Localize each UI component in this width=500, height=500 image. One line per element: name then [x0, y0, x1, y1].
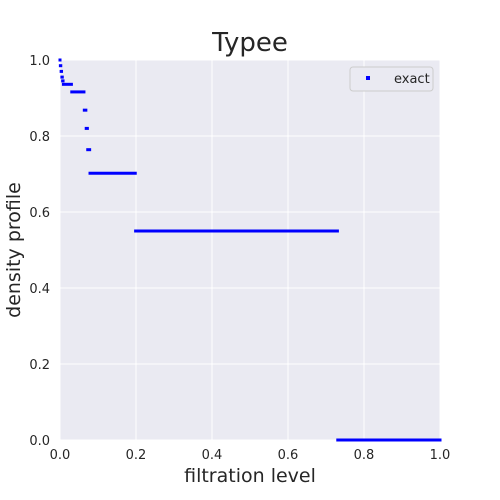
data-point — [84, 126, 89, 130]
y-tick-label: 1.0 — [29, 54, 50, 69]
x-tick-label: 1.0 — [430, 448, 451, 463]
legend-label: exact — [394, 72, 430, 87]
legend-box — [349, 66, 434, 92]
data-point — [61, 82, 73, 86]
y-tick-label: 0.0 — [29, 434, 50, 449]
x-tick-label: 0.6 — [278, 448, 299, 463]
data-point — [59, 69, 64, 73]
data-point — [58, 58, 62, 62]
y-axis-label: density profile — [3, 182, 25, 318]
grid — [59, 59, 441, 441]
data-point — [70, 90, 86, 94]
data-point — [61, 79, 65, 83]
data-point — [88, 171, 137, 175]
data-series-exact — [58, 58, 442, 442]
data-point — [336, 438, 442, 442]
chart-title: Typee — [211, 28, 288, 58]
data-point — [86, 148, 92, 152]
data-point — [82, 108, 88, 112]
x-tick-label: 0.4 — [202, 448, 223, 463]
y-tick-label: 0.6 — [29, 206, 50, 221]
x-axis-label: filtration level — [184, 465, 316, 487]
y-tick-label: 0.4 — [29, 282, 50, 297]
y-tick-label: 0.2 — [29, 358, 50, 373]
plot-background — [60, 60, 440, 440]
data-point — [58, 64, 63, 68]
data-point — [134, 229, 339, 233]
x-tick-label: 0.8 — [354, 448, 375, 463]
y-tick-label: 0.8 — [29, 130, 50, 145]
data-point — [60, 75, 64, 79]
x-tick-label: 0.0 — [50, 448, 71, 463]
x-tick-label: 0.2 — [126, 448, 147, 463]
tick-labels: 0.0 0.2 0.4 0.6 0.8 1.0 0.0 0.2 0.4 0.6 0.8 1.0 — [29, 54, 450, 463]
legend: exact — [349, 66, 434, 92]
legend-marker — [366, 76, 370, 80]
